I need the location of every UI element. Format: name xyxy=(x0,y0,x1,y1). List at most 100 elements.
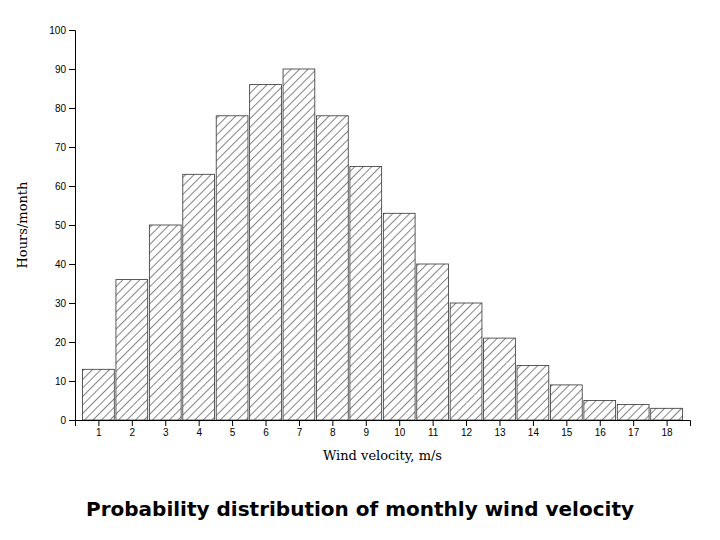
bar xyxy=(417,264,449,420)
x-tick-mark xyxy=(266,420,267,426)
x-tick: 17 xyxy=(628,420,640,438)
x-tick: 9 xyxy=(364,420,370,438)
y-tick-mark xyxy=(69,69,75,70)
x-tick: 4 xyxy=(196,420,202,438)
bar xyxy=(316,116,348,420)
x-tick-mark xyxy=(633,420,634,426)
bar xyxy=(450,303,482,420)
x-tick: 8 xyxy=(330,420,336,438)
bar xyxy=(183,174,215,420)
bar xyxy=(484,338,516,420)
x-tick-mark xyxy=(499,420,500,426)
bar xyxy=(617,404,649,420)
y-tick: 40 xyxy=(55,259,75,270)
x-tick-label: 8 xyxy=(330,427,336,438)
x-tick-mark xyxy=(165,420,166,426)
bar xyxy=(651,408,683,420)
x-tick-label: 15 xyxy=(561,427,573,438)
x-tick-mark xyxy=(299,420,300,426)
y-tick-mark xyxy=(69,147,75,148)
y-tick-mark xyxy=(69,264,75,265)
y-tick-mark xyxy=(69,30,75,31)
x-tick-label: 18 xyxy=(662,427,674,438)
bar xyxy=(83,369,115,420)
x-tick: 12 xyxy=(461,420,473,438)
y-tick: 90 xyxy=(55,64,75,75)
x-tick-label: 1 xyxy=(96,427,102,438)
x-tick-mark xyxy=(667,420,668,426)
y-tick: 20 xyxy=(55,337,75,348)
y-tick-mark xyxy=(69,303,75,304)
y-tick-mark xyxy=(69,342,75,343)
y-tick-label: 50 xyxy=(55,220,67,231)
y-tick: 60 xyxy=(55,181,75,192)
x-tick-mark xyxy=(232,420,233,426)
x-tick-label: 16 xyxy=(595,427,607,438)
x-axis-title: Wind velocity, m/s xyxy=(323,448,442,463)
x-tick-mark xyxy=(533,420,534,426)
y-tick-label: 30 xyxy=(55,298,67,309)
x-tick-mark xyxy=(199,420,200,426)
chart-title: Probability distribution of monthly wind… xyxy=(86,497,634,521)
y-tick-label: 40 xyxy=(55,259,67,270)
x-tick-label: 13 xyxy=(494,427,506,438)
x-axis: 123456789101112131415161718 xyxy=(76,420,691,438)
x-tick-label: 11 xyxy=(428,427,439,438)
y-tick: 10 xyxy=(55,376,75,387)
y-tick-label: 100 xyxy=(49,25,66,36)
chart-svg: 1234567891011121314151617180102030405060… xyxy=(0,0,720,540)
y-tick-label: 70 xyxy=(55,142,67,153)
x-tick-mark xyxy=(366,420,367,426)
x-tick-label: 6 xyxy=(263,427,269,438)
x-tick-mark xyxy=(98,420,99,426)
y-tick-mark xyxy=(69,225,75,226)
x-tick-label: 14 xyxy=(528,427,540,438)
y-tick: 50 xyxy=(55,220,75,231)
bar xyxy=(550,385,582,420)
y-tick-label: 0 xyxy=(60,415,66,426)
plot-area: 1234567891011121314151617180102030405060… xyxy=(15,25,691,463)
x-tick-mark xyxy=(132,420,133,426)
y-tick-label: 10 xyxy=(55,376,67,387)
y-tick: 80 xyxy=(55,103,75,114)
x-tick-mark xyxy=(600,420,601,426)
x-tick-label: 5 xyxy=(230,427,236,438)
y-tick-label: 90 xyxy=(55,64,67,75)
x-tick: 7 xyxy=(297,420,303,438)
x-tick-mark xyxy=(433,420,434,426)
x-tick-mark xyxy=(332,420,333,426)
x-tick-mark xyxy=(566,420,567,426)
x-tick: 13 xyxy=(494,420,506,438)
x-tick-label: 4 xyxy=(196,427,202,438)
x-tick: 18 xyxy=(662,420,674,438)
bars xyxy=(83,69,683,420)
y-tick-mark xyxy=(69,381,75,382)
bar xyxy=(283,69,315,420)
bar xyxy=(517,365,549,420)
y-tick-label: 60 xyxy=(55,181,67,192)
y-tick-mark xyxy=(69,108,75,109)
x-tick: 11 xyxy=(428,420,439,438)
bar xyxy=(216,116,248,420)
x-tick: 2 xyxy=(130,420,136,438)
bar xyxy=(350,167,382,421)
x-tick-mark xyxy=(399,420,400,426)
x-tick-label: 17 xyxy=(628,427,640,438)
bar xyxy=(149,225,181,420)
x-tick: 15 xyxy=(561,420,573,438)
y-axis-title: Hours/month xyxy=(15,181,30,269)
y-tick: 30 xyxy=(55,298,75,309)
y-tick-label: 80 xyxy=(55,103,67,114)
x-tick: 14 xyxy=(528,420,540,438)
bar xyxy=(584,401,616,421)
x-axis-line xyxy=(76,421,691,427)
y-tick: 100 xyxy=(49,25,75,36)
x-tick: 10 xyxy=(394,420,406,438)
x-tick-label: 7 xyxy=(297,427,303,438)
y-tick: 70 xyxy=(55,142,75,153)
x-tick-label: 9 xyxy=(364,427,370,438)
x-tick-label: 12 xyxy=(461,427,473,438)
x-tick-mark xyxy=(466,420,467,426)
x-tick-label: 2 xyxy=(130,427,136,438)
y-axis-line xyxy=(69,31,76,421)
